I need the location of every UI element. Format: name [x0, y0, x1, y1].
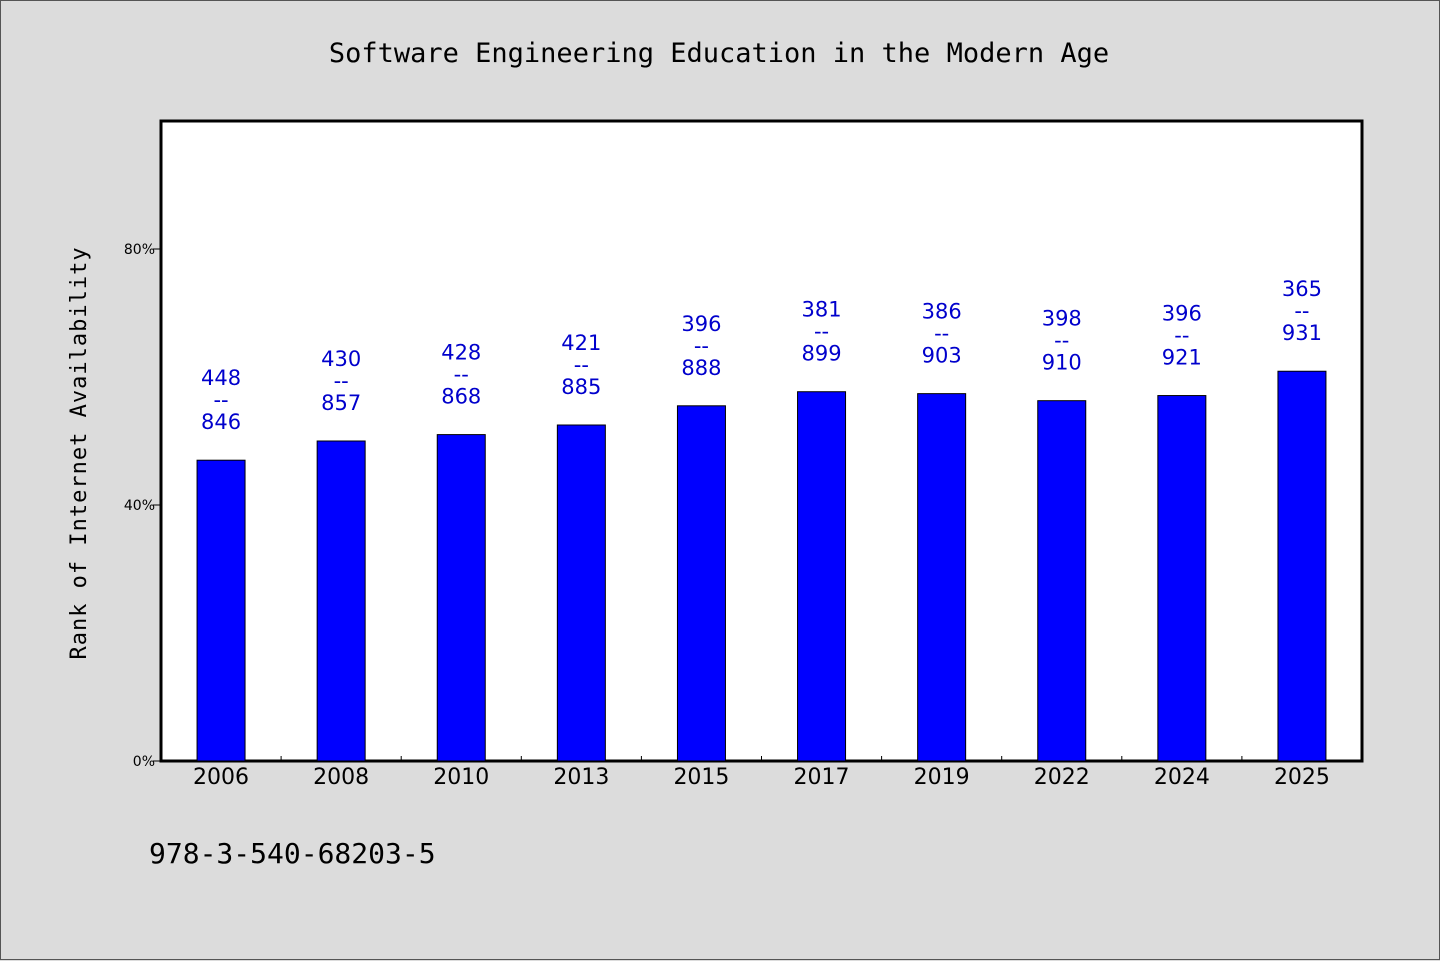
- x-tick-label: 2008: [313, 765, 369, 790]
- data-label-top: 448: [201, 366, 241, 390]
- data-label-separator: --: [574, 353, 589, 377]
- bar: [797, 391, 847, 762]
- bars-group: [196, 370, 1327, 762]
- x-tick-label: 2013: [553, 765, 609, 790]
- data-label-bottom: 857: [321, 391, 361, 415]
- data-labels-group: 448--846430--857428--868421--885396--888…: [201, 277, 1322, 434]
- data-label-bottom: 868: [441, 385, 481, 409]
- bar: [436, 434, 486, 762]
- data-label-top: 398: [1042, 307, 1082, 331]
- bar: [1037, 400, 1087, 762]
- chart-title: Software Engineering Education in the Mo…: [329, 38, 1109, 69]
- data-label-top: 381: [802, 298, 842, 322]
- x-tick-label: 2024: [1154, 765, 1210, 790]
- x-tick-label: 2019: [914, 765, 970, 790]
- bar: [196, 459, 246, 762]
- data-label-top: 430: [321, 347, 361, 371]
- footnote-isbn: 978-3-540-68203-5: [149, 837, 436, 870]
- data-label-separator: --: [934, 322, 949, 346]
- y-tick-label: 40%: [124, 498, 155, 514]
- data-label-bottom: 931: [1282, 321, 1322, 345]
- bar: [676, 405, 726, 762]
- x-tick-label: 2010: [433, 765, 489, 790]
- data-label-top: 365: [1282, 277, 1322, 301]
- bar: [316, 440, 366, 762]
- data-label-separator: --: [814, 320, 829, 344]
- data-label-separator: --: [1174, 324, 1189, 348]
- data-label-bottom: 921: [1162, 346, 1202, 370]
- x-tick-label: 2022: [1034, 765, 1090, 790]
- data-label-separator: --: [694, 334, 709, 358]
- data-label-top: 421: [561, 331, 601, 355]
- y-tick-label: 0%: [133, 754, 155, 770]
- data-label-separator: --: [1054, 329, 1069, 353]
- x-tick-label: 2017: [794, 765, 850, 790]
- data-label-bottom: 903: [922, 344, 962, 368]
- y-tick-label: 80%: [124, 242, 155, 258]
- bar: [556, 424, 606, 762]
- bar: [917, 393, 967, 762]
- data-label-bottom: 910: [1042, 351, 1082, 375]
- data-label-top: 396: [1162, 302, 1202, 326]
- data-label-separator: --: [1294, 299, 1309, 323]
- data-label-bottom: 888: [681, 356, 721, 380]
- data-label-top: 428: [441, 341, 481, 365]
- x-axis-ticks: 2006 2008 2010 2013 2015 2017 2019 2022 2024 2025: [193, 756, 1330, 790]
- data-label-separator: --: [213, 388, 228, 412]
- data-label-bottom: 885: [561, 375, 601, 399]
- data-label-bottom: 899: [802, 342, 842, 366]
- data-label-separator: --: [454, 363, 469, 387]
- y-axis-ticks: 0% 40% 80%: [124, 242, 161, 770]
- data-label-separator: --: [334, 369, 349, 393]
- data-label-top: 386: [922, 300, 962, 324]
- data-label-bottom: 846: [201, 410, 241, 434]
- data-label-top: 396: [681, 312, 721, 336]
- bar: [1157, 395, 1207, 762]
- x-tick-label: 2025: [1274, 765, 1330, 790]
- y-axis-label: Rank of Internet Availability: [67, 246, 92, 659]
- bar: [1277, 370, 1327, 762]
- x-tick-label: 2015: [673, 765, 729, 790]
- x-tick-label: 2006: [193, 765, 249, 790]
